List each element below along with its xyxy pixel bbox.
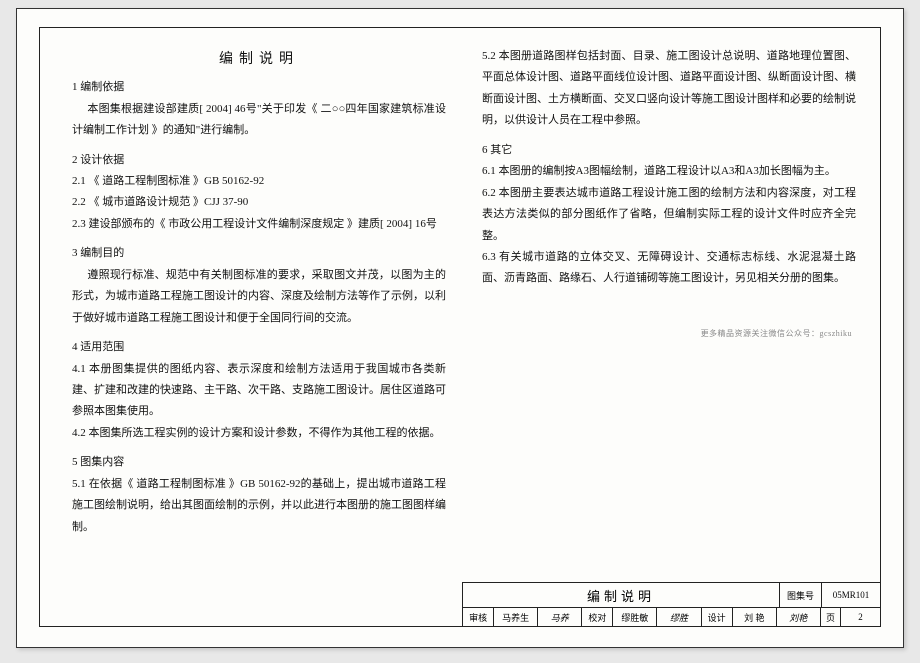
- heading: 1 编制依据: [72, 77, 446, 98]
- title-block: 编制说明 图集号 05MR101 审核 马养生 马养 校对 缪胜敏 缪胜 设计 …: [462, 582, 880, 626]
- heading: 2 设计依据: [72, 150, 446, 171]
- doc-title: 编制说明: [72, 46, 446, 73]
- list-item: 4.1 本册图集提供的图纸内容、表示深度和绘制方法适用于我国城市各类新建、扩建和…: [72, 359, 446, 423]
- heading: 5 图集内容: [72, 452, 446, 473]
- list-item: 2.1 《 道路工程制图标准 》GB 50162-92: [72, 171, 446, 192]
- reviewer-label: 审核: [463, 608, 494, 626]
- heading: 4 适用范围: [72, 337, 446, 358]
- section-4: 4 适用范围 4.1 本册图集提供的图纸内容、表示深度和绘制方法适用于我国城市各…: [72, 337, 446, 444]
- inner-frame: 编制说明 1 编制依据 本图集根据建设部建质[ 2004] 46号"关于印发《 …: [39, 27, 881, 627]
- page-label: 页: [821, 608, 841, 626]
- reviewer-sign: 马养: [538, 608, 582, 626]
- set-number-value: 05MR101: [822, 583, 880, 607]
- right-column: 5.2 本图册道路图样包括封面、目录、施工图设计总说明、道路地理位置图、平面总体…: [464, 46, 856, 550]
- titleblock-bottom-row: 审核 马养生 马养 校对 缪胜敏 缪胜 设计 刘 艳 刘艳 页 2: [463, 608, 880, 626]
- section-3: 3 编制目的 遵照现行标准、规范中有关制图标准的要求，采取图文并茂，以图为主的形…: [72, 243, 446, 329]
- list-item: 6.3 有关城市道路的立体交叉、无障碍设计、交通标志标线、水泥混凝土路面、沥青路…: [482, 247, 856, 290]
- list-item: 2.2 《 城市道路设计规范 》CJJ 37-90: [72, 192, 446, 213]
- designer-label: 设计: [702, 608, 733, 626]
- heading: 3 编制目的: [72, 243, 446, 264]
- reviewer-name: 马养生: [494, 608, 538, 626]
- section-1: 1 编制依据 本图集根据建设部建质[ 2004] 46号"关于印发《 二○○四年…: [72, 77, 446, 141]
- list-item: 4.2 本图集所选工程实例的设计方案和设计参数，不得作为其他工程的依据。: [72, 423, 446, 444]
- checker-name: 缪胜敏: [613, 608, 657, 626]
- list-item: 5.1 在依据《 道路工程制图标准 》GB 50162-92的基础上，提出城市道…: [72, 474, 446, 538]
- heading: 6 其它: [482, 140, 856, 161]
- checker-label: 校对: [582, 608, 613, 626]
- section-5: 5 图集内容 5.1 在依据《 道路工程制图标准 》GB 50162-92的基础…: [72, 452, 446, 538]
- list-item: 6.2 本图册主要表达城市道路工程设计施工图的绘制方法和内容深度，对工程表达方法…: [482, 183, 856, 247]
- paragraph: 遵照现行标准、规范中有关制图标准的要求，采取图文并茂，以图为主的形式，为城市道路…: [72, 265, 446, 329]
- left-column: 编制说明 1 编制依据 本图集根据建设部建质[ 2004] 46号"关于印发《 …: [72, 46, 464, 550]
- titleblock-top-row: 编制说明 图集号 05MR101: [463, 583, 880, 608]
- checker-sign: 缪胜: [657, 608, 701, 626]
- page-value: 2: [841, 608, 880, 626]
- content-area: 编制说明 1 编制依据 本图集根据建设部建质[ 2004] 46号"关于印发《 …: [40, 28, 880, 558]
- section-5-cont: 5.2 本图册道路图样包括封面、目录、施工图设计总说明、道路地理位置图、平面总体…: [482, 46, 856, 132]
- list-item: 6.1 本图册的编制按A3图幅绘制，道路工程设计以A3和A3加长图幅为主。: [482, 161, 856, 182]
- list-item: 5.2 本图册道路图样包括封面、目录、施工图设计总说明、道路地理位置图、平面总体…: [482, 46, 856, 132]
- titleblock-title: 编制说明: [463, 583, 780, 607]
- set-number-label: 图集号: [780, 583, 822, 607]
- section-6: 6 其它 6.1 本图册的编制按A3图幅绘制，道路工程设计以A3和A3加长图幅为…: [482, 140, 856, 290]
- list-item: 2.3 建设部颁布的《 市政公用工程设计文件编制深度规定 》建质[ 2004] …: [72, 214, 446, 235]
- designer-name: 刘 艳: [733, 608, 777, 626]
- section-2: 2 设计依据 2.1 《 道路工程制图标准 》GB 50162-92 2.2 《…: [72, 150, 446, 236]
- watermark-text: 更多精品资源关注微信公众号：gcszhiku: [701, 328, 852, 339]
- page-sheet: 编制说明 1 编制依据 本图集根据建设部建质[ 2004] 46号"关于印发《 …: [16, 8, 904, 648]
- designer-sign: 刘艳: [777, 608, 821, 626]
- paragraph: 本图集根据建设部建质[ 2004] 46号"关于印发《 二○○四年国家建筑标准设…: [72, 99, 446, 142]
